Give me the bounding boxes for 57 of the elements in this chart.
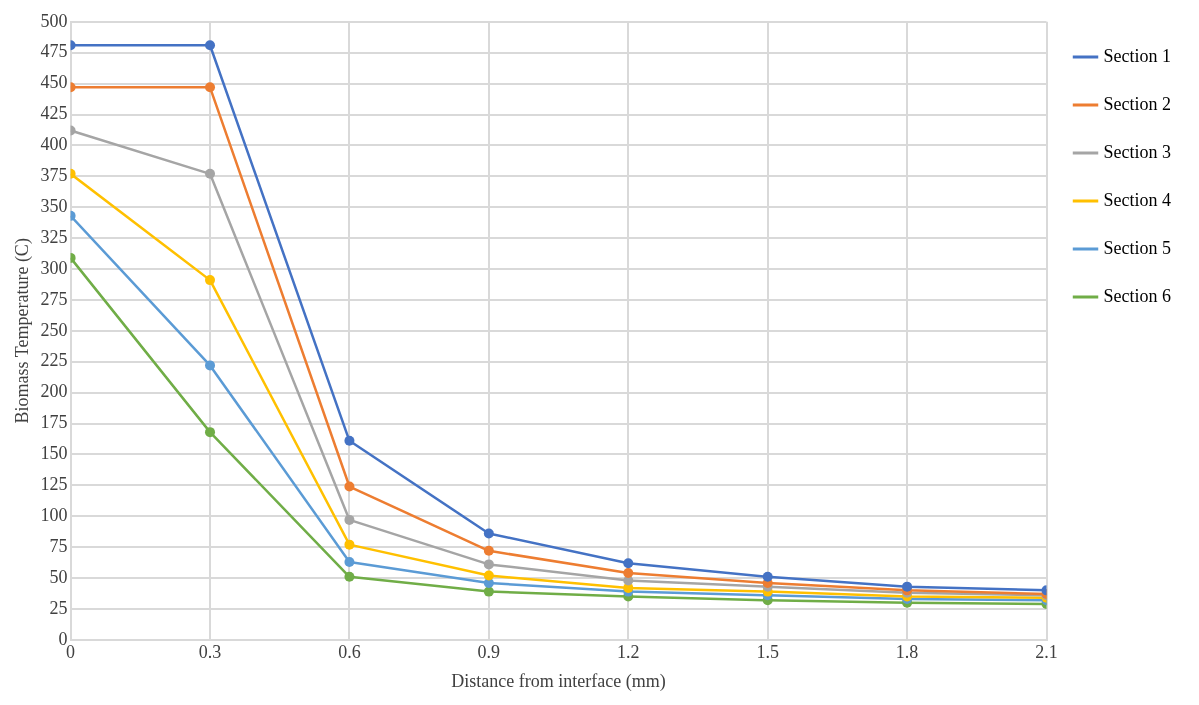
point bbox=[344, 571, 355, 582]
point bbox=[902, 581, 913, 592]
x-tick-label: 1.8 bbox=[895, 642, 919, 663]
x-tick-label: 2.1 bbox=[1035, 642, 1058, 663]
y-tick-label: 50 bbox=[49, 566, 68, 587]
x-tick-label: 0.9 bbox=[477, 642, 501, 663]
point bbox=[205, 427, 216, 438]
y-tick-label: 25 bbox=[49, 597, 68, 618]
y-tick-label: 425 bbox=[40, 103, 68, 124]
y-tick-label: 150 bbox=[40, 443, 68, 464]
y-tick-label: 325 bbox=[40, 226, 68, 247]
point bbox=[344, 514, 355, 525]
legend-label: Section 4 bbox=[1103, 189, 1172, 210]
point bbox=[483, 528, 494, 539]
y-tick-label: 0 bbox=[58, 628, 68, 649]
point bbox=[344, 435, 355, 446]
y-tick-label: 475 bbox=[40, 41, 68, 62]
x-tick-label: 1.2 bbox=[617, 642, 640, 663]
y-tick-label: 275 bbox=[40, 288, 68, 309]
point bbox=[344, 556, 355, 567]
point bbox=[344, 539, 355, 550]
y-tick-label: 300 bbox=[40, 257, 68, 278]
point bbox=[483, 570, 494, 581]
legend-label: Section 5 bbox=[1103, 237, 1172, 258]
x-axis-title: Distance from interface (mm) bbox=[451, 670, 666, 692]
y-tick-label: 375 bbox=[40, 165, 68, 186]
point bbox=[623, 558, 634, 569]
point bbox=[205, 40, 216, 51]
y-tick-label: 225 bbox=[40, 350, 68, 371]
y-axis-title: Biomass Temperature (C) bbox=[11, 238, 33, 424]
legend-label: Section 2 bbox=[1103, 93, 1172, 114]
y-tick-label: 500 bbox=[40, 10, 68, 31]
point bbox=[205, 360, 216, 371]
y-tick-label: 250 bbox=[40, 319, 68, 340]
point bbox=[762, 571, 773, 582]
y-tick-label: 200 bbox=[40, 381, 68, 402]
x-tick-label: 0.6 bbox=[338, 642, 361, 663]
point bbox=[205, 168, 216, 179]
y-tick-label: 125 bbox=[40, 474, 68, 495]
point bbox=[344, 481, 355, 492]
y-tick-label: 450 bbox=[40, 72, 68, 93]
point bbox=[205, 82, 216, 93]
x-tick-label: 0.3 bbox=[198, 642, 222, 663]
x-tick-label: 1.5 bbox=[756, 642, 779, 663]
legend-label: Section 6 bbox=[1103, 285, 1172, 306]
point bbox=[483, 586, 494, 597]
y-tick-label: 175 bbox=[40, 412, 68, 433]
point bbox=[483, 545, 494, 556]
legend-label: Section 3 bbox=[1103, 141, 1172, 162]
y-tick-label: 350 bbox=[40, 195, 68, 216]
y-tick-label: 400 bbox=[40, 134, 68, 155]
point bbox=[205, 275, 216, 286]
y-tick-label: 100 bbox=[40, 504, 68, 525]
y-tick-label: 75 bbox=[49, 535, 68, 556]
point bbox=[623, 568, 634, 579]
legend-label: Section 1 bbox=[1103, 45, 1172, 66]
point bbox=[483, 559, 494, 570]
